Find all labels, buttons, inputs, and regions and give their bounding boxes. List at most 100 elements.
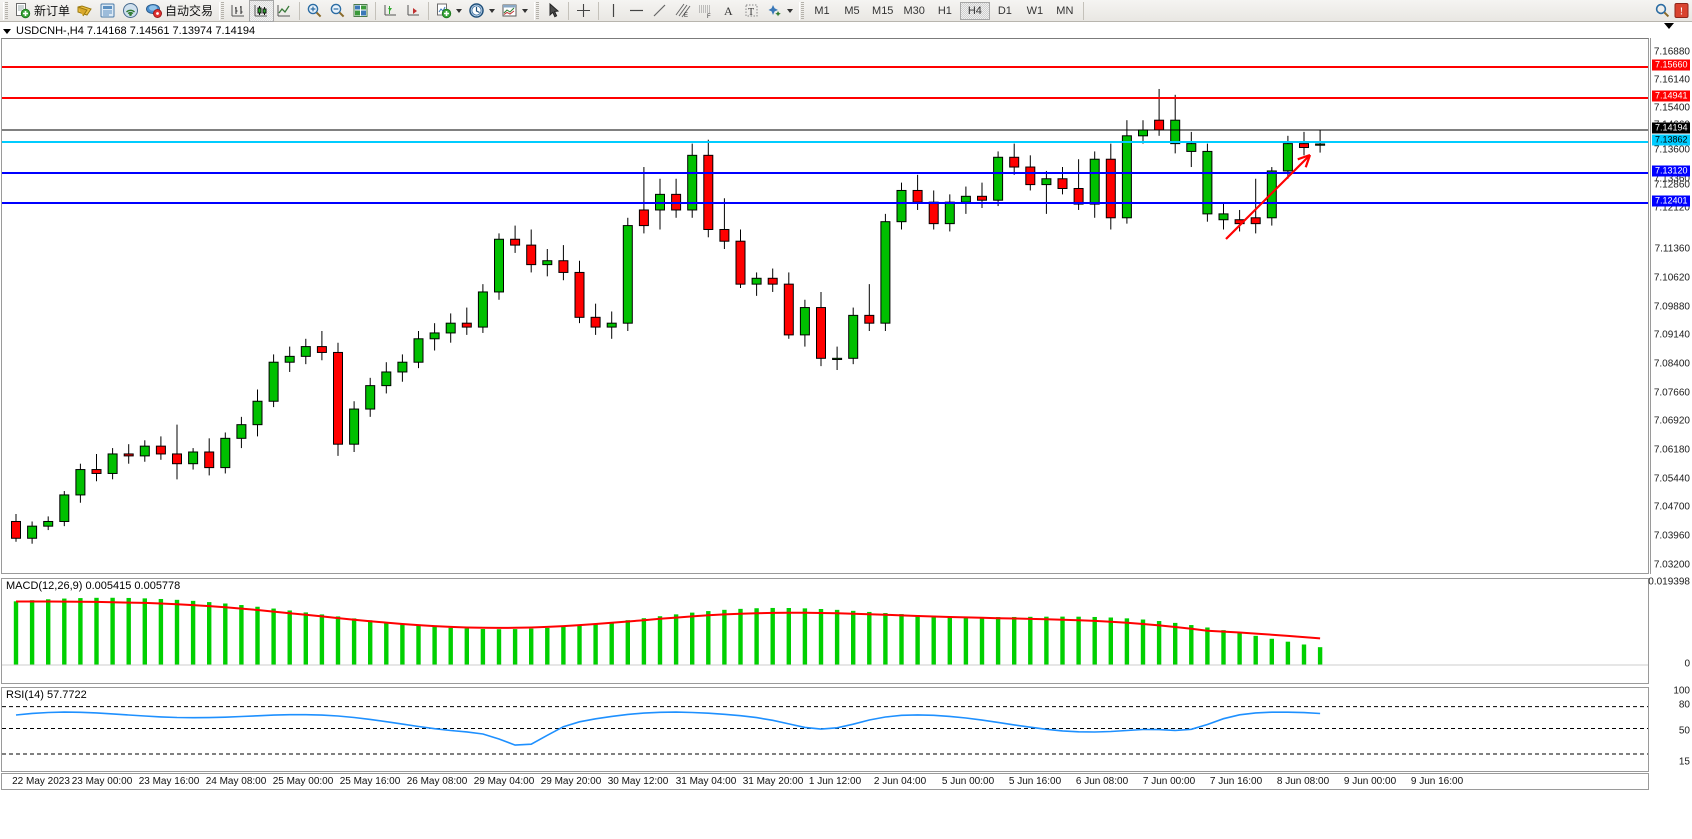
candlestick-canvas <box>2 66 1648 544</box>
wifi-button[interactable] <box>119 1 142 21</box>
time-tick: 23 May 00:00 <box>71 776 133 787</box>
timeframe-h4[interactable]: H4 <box>959 1 990 20</box>
price-tick: 7.06180 <box>1653 444 1690 456</box>
macd-plot[interactable] <box>2 579 1648 683</box>
autotrading-button[interactable]: 自动交易 <box>142 1 216 21</box>
horizontal-line-button[interactable] <box>625 1 648 21</box>
time-tick: 31 May 04:00 <box>675 776 737 787</box>
trendline-button[interactable] <box>648 1 671 21</box>
rsi-tick: 15 <box>1678 756 1690 768</box>
timeframe-m5[interactable]: M5 <box>844 4 860 17</box>
toolbar-grip-3[interactable] <box>534 1 540 20</box>
toolbar-separator-3 <box>428 1 430 20</box>
rsi-plot[interactable] <box>2 688 1648 771</box>
period-button[interactable] <box>465 1 498 21</box>
price-tick: 7.13600 <box>1653 144 1690 156</box>
templates-caret-icon[interactable] <box>522 8 529 13</box>
rsi-label: RSI(14) 57.7722 <box>6 689 87 701</box>
chart-workspace[interactable]: USDCNH-,H4 7.14168 7.14561 7.13974 7.141… <box>0 22 1692 839</box>
folder-button[interactable] <box>73 1 96 21</box>
symbol-dropdown-caret-icon[interactable] <box>3 28 11 34</box>
autotrading-icon <box>146 4 163 18</box>
cursor-button[interactable] <box>542 1 565 21</box>
news-button[interactable] <box>96 1 119 21</box>
toolbar-grip-2[interactable] <box>219 1 225 20</box>
svg-text:!: ! <box>1680 6 1684 18</box>
autoscroll-button[interactable] <box>379 1 402 21</box>
time-tick: 24 May 08:00 <box>205 776 267 787</box>
crosshair-icon <box>577 4 591 17</box>
time-tick: 29 May 20:00 <box>540 776 602 787</box>
time-axis[interactable]: 22 May 2023 23 May 00:00 23 May 16:00 24 Ma… <box>1 773 1649 790</box>
time-tick: 30 May 12:00 <box>607 776 669 787</box>
indicators-button[interactable] <box>432 1 465 21</box>
candle-chart-icon <box>254 5 268 17</box>
period-caret-icon[interactable] <box>489 8 496 13</box>
autotrading-label: 自动交易 <box>165 4 214 18</box>
text-button[interactable]: A <box>717 1 740 21</box>
fibonacci-button[interactable]: F <box>694 1 717 21</box>
price-axis-divider <box>1650 38 1651 574</box>
timeframe-w1[interactable]: W1 <box>1026 4 1044 17</box>
time-tick: 23 May 16:00 <box>138 776 200 787</box>
objects-caret-icon[interactable] <box>787 8 794 13</box>
news-icon <box>100 3 115 18</box>
price-axis[interactable]: 7.168807.161407.154007.146607.141207.136… <box>1652 38 1692 574</box>
wifi-icon <box>123 3 139 18</box>
templates-button[interactable] <box>498 1 531 21</box>
time-tick: 31 May 20:00 <box>742 776 804 787</box>
timeframe-m1[interactable]: M1 <box>814 4 830 17</box>
price-flag-current-price: 7.13862 <box>1652 134 1690 146</box>
main-toolbar: 新订单 自动交易 <box>0 0 1692 22</box>
indicators-caret-icon[interactable] <box>456 8 463 13</box>
macd-pane[interactable]: MACD(12,26,9) 0.005415 0.005778 <box>1 578 1649 684</box>
timeframe-m30[interactable]: M30 <box>903 4 925 17</box>
vertical-line-button[interactable] <box>602 1 625 21</box>
data-window-button[interactable] <box>349 1 372 21</box>
price-tick: 7.03200 <box>1653 559 1690 571</box>
timeframe-h1[interactable]: H1 <box>937 4 952 17</box>
symbol-ohlc-label: USDCNH-,H4 7.14168 7.14561 7.13974 7.141… <box>16 25 256 37</box>
chart-collapse-caret-icon[interactable] <box>1664 23 1674 29</box>
vertical-line-icon <box>612 4 615 17</box>
bar-chart-button[interactable] <box>227 1 250 21</box>
price-plot[interactable] <box>2 39 1648 573</box>
time-tick: 5 Jun 00:00 <box>941 776 995 787</box>
chart-shift-icon <box>407 5 420 16</box>
timeframe-d1[interactable]: D1 <box>997 4 1012 17</box>
zoom-out-button[interactable] <box>326 1 349 21</box>
new-order-button[interactable]: 新订单 <box>11 1 73 21</box>
price-flag-resistance-2: 7.14941 <box>1652 90 1690 102</box>
search-icon[interactable] <box>1654 2 1671 19</box>
new-order-label: 新订单 <box>34 4 71 18</box>
timeframe-mn[interactable]: MN <box>1056 4 1074 17</box>
toolbar-grip[interactable] <box>3 1 8 20</box>
macd-axis[interactable]: 0.019398 0 <box>1648 577 1692 684</box>
time-tick: 7 Jun 00:00 <box>1142 776 1196 787</box>
zoom-out-icon <box>330 3 345 18</box>
rsi-pane[interactable]: RSI(14) 57.7722 <box>1 687 1649 772</box>
rsi-axis[interactable]: 100 80 50 15 <box>1652 686 1692 772</box>
rsi-canvas <box>2 706 1648 755</box>
objects-button[interactable] <box>763 1 796 21</box>
help-icon[interactable]: ! <box>1673 2 1690 19</box>
price-tick: 7.09880 <box>1653 301 1690 313</box>
objects-icon <box>768 5 781 17</box>
zoom-in-button[interactable] <box>303 1 326 21</box>
label-button[interactable]: T <box>740 1 763 21</box>
line-chart-icon <box>277 5 291 17</box>
toolbar-grip-4[interactable] <box>799 1 805 20</box>
crosshair-button[interactable] <box>572 1 595 21</box>
price-tick: 7.10620 <box>1653 272 1690 284</box>
price-tick: 7.06920 <box>1653 415 1690 427</box>
timeframe-m15[interactable]: M15 <box>872 4 894 17</box>
candle-chart-button[interactable] <box>249 0 275 22</box>
equidistant-channel-icon: E <box>675 3 691 19</box>
line-chart-button[interactable] <box>273 1 296 21</box>
equidistant-channel-button[interactable]: E <box>671 1 694 21</box>
price-tick: 7.08400 <box>1653 358 1690 370</box>
price-tick: 7.12120 <box>1653 202 1690 214</box>
time-tick: 25 May 00:00 <box>272 776 334 787</box>
price-pane[interactable] <box>1 38 1649 574</box>
chart-shift-button[interactable] <box>402 1 425 21</box>
